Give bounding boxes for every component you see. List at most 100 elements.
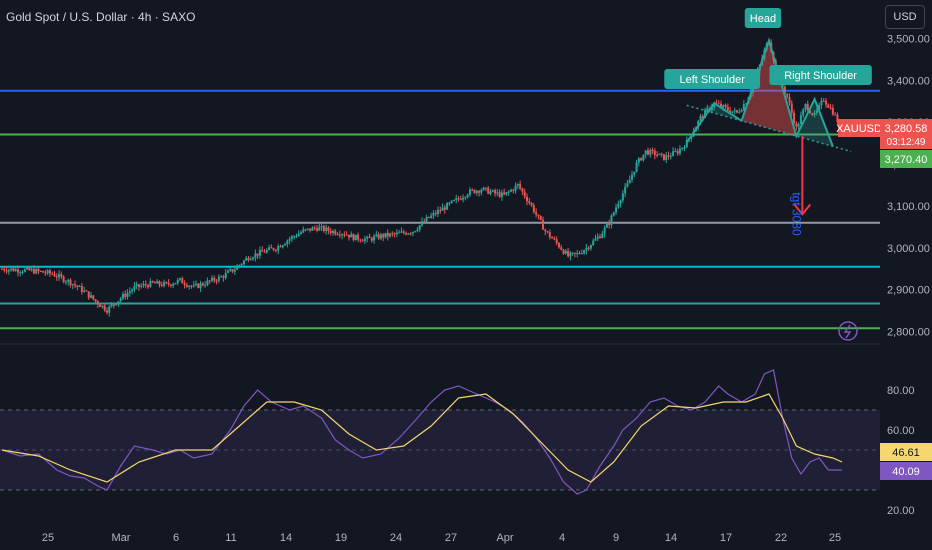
candle-body — [153, 282, 156, 284]
candle-body — [783, 86, 786, 94]
candle-body — [126, 292, 129, 297]
candle-body — [809, 110, 812, 114]
candle-body — [135, 284, 138, 286]
time-tick: 25 — [829, 532, 841, 544]
candle-body — [169, 284, 172, 286]
candle-body — [646, 150, 649, 155]
candle-body — [363, 238, 366, 242]
candle-body — [185, 284, 188, 287]
candle-body — [674, 151, 677, 153]
candle-body — [80, 286, 83, 292]
candle-body — [297, 233, 300, 237]
candle-body — [256, 253, 259, 256]
candle-body — [288, 238, 291, 241]
candle-body — [62, 276, 65, 282]
chart-title: Gold Spot / U.S. Dollar · 4h · SAXO — [6, 10, 196, 24]
candle-body — [258, 249, 261, 256]
candle-body — [233, 269, 236, 272]
candle-body — [596, 236, 599, 239]
time-tick: 6 — [173, 532, 179, 544]
candle-body — [144, 284, 147, 286]
candle-body — [290, 236, 293, 239]
candle-body — [359, 239, 362, 241]
candle-body — [32, 269, 35, 274]
candle-body — [393, 233, 396, 235]
candle-body — [199, 283, 202, 288]
candle-body — [165, 282, 168, 284]
candle-body — [635, 162, 638, 172]
symbol-tag: XAUUSD — [836, 123, 882, 135]
candle-body — [466, 194, 469, 197]
candle-body — [115, 304, 118, 306]
candle-body — [386, 232, 389, 237]
candle-body — [211, 277, 213, 281]
candle-body — [197, 283, 200, 288]
candle-body — [334, 230, 337, 235]
last-price: 3,280.58 — [885, 123, 928, 135]
candle-body — [594, 238, 597, 241]
candle-body — [644, 150, 647, 155]
candle-body — [375, 234, 378, 237]
candle-body — [804, 103, 807, 110]
candle-body — [160, 284, 163, 286]
candle-body — [701, 116, 704, 118]
candle-body — [546, 231, 549, 233]
candle-body — [722, 105, 725, 108]
candle-body — [519, 183, 522, 189]
rsi-value-bg — [880, 462, 932, 480]
rsi-tick: 20.00 — [887, 505, 915, 517]
candle-body — [457, 198, 460, 200]
candle-body — [247, 258, 250, 260]
candle-body — [206, 280, 209, 286]
candle-body — [640, 158, 643, 161]
candle-body — [338, 234, 341, 236]
candle-body — [400, 231, 403, 233]
candle-body — [140, 285, 143, 287]
candle-body — [277, 246, 280, 251]
candle-body — [505, 192, 508, 195]
candle-body — [496, 192, 499, 194]
candle-body — [548, 232, 551, 238]
candle-body — [377, 234, 380, 239]
candle-body — [23, 269, 26, 272]
candle-body — [825, 100, 828, 105]
candle-body — [110, 304, 113, 307]
candle-body — [192, 284, 195, 287]
candle-body — [729, 110, 732, 113]
rsi-value: 40.09 — [892, 466, 920, 478]
candle-body — [270, 247, 273, 249]
target-label: tgt 3080 — [789, 192, 803, 236]
candle-body — [306, 228, 309, 230]
candle-body — [786, 93, 789, 98]
candle-body — [128, 291, 131, 293]
candle-body — [366, 236, 369, 239]
candle-body — [149, 281, 152, 288]
candle-body — [96, 301, 99, 305]
candle-body — [35, 268, 38, 274]
candle-body — [793, 112, 796, 124]
candle-body — [103, 305, 106, 311]
currency-button[interactable]: USD — [885, 5, 925, 29]
candle-body — [512, 189, 515, 191]
candle-body — [373, 236, 376, 241]
candle-body — [30, 269, 33, 271]
candle-body — [44, 272, 47, 274]
time-tick: 4 — [559, 532, 565, 544]
candle-body — [576, 253, 579, 255]
candle-body — [564, 250, 567, 254]
candle-body — [179, 278, 182, 280]
candle-body — [567, 250, 570, 257]
rsi-ma-value: 46.61 — [892, 447, 920, 459]
candle-body — [480, 190, 483, 193]
candle-body — [498, 192, 501, 197]
candle-body — [475, 190, 478, 194]
candle-body — [37, 268, 40, 272]
candle-body — [263, 251, 266, 253]
candle-body — [300, 232, 303, 234]
green-level-bg — [880, 150, 932, 168]
candle-body — [279, 246, 282, 248]
candle-body — [133, 285, 136, 290]
candle-body — [26, 267, 29, 270]
candle-body — [389, 233, 392, 237]
